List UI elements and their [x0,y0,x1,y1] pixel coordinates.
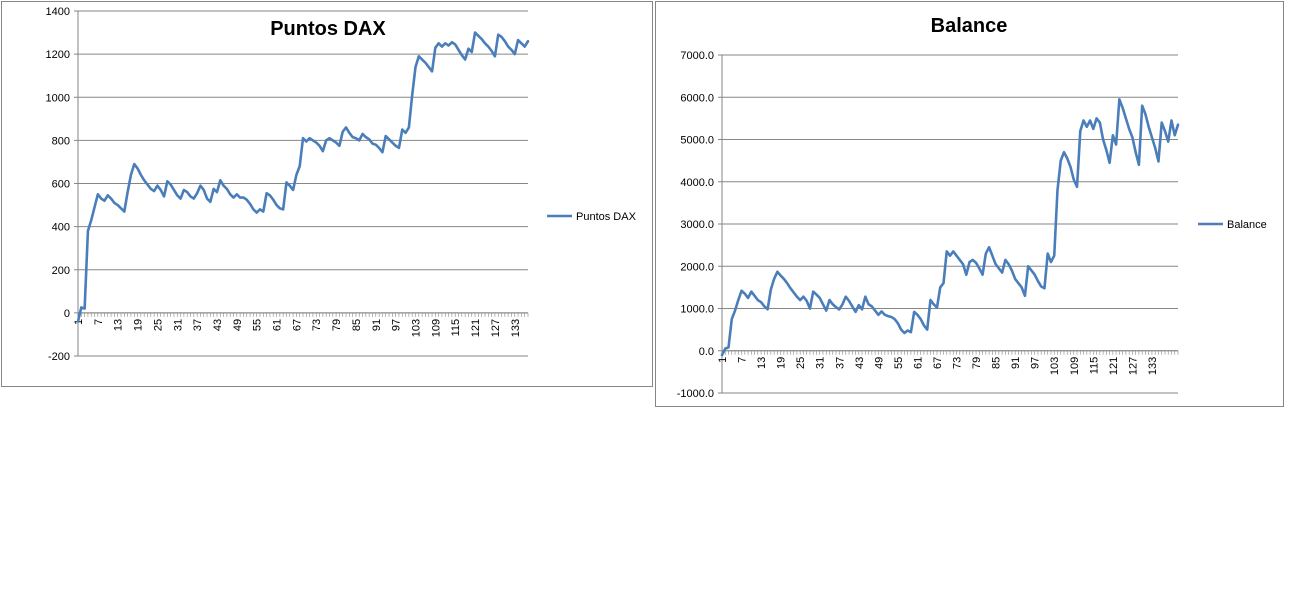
chart-2-y-tick-label: 2000.0 [680,261,714,273]
chart-1-y-tick-label: 400 [52,222,70,234]
chart-1-x-tick-label: 133 [510,319,522,337]
chart-1-x-tick-label: 37 [192,319,204,331]
chart-2-x-tick-label: 109 [1069,357,1081,375]
chart-1-x-tick-label: 109 [430,319,442,337]
chart-1-x-tick-label: 31 [172,319,184,331]
chart-1-x-tick-label: 127 [490,319,502,337]
chart-1-y-tick-label: 0 [64,308,70,320]
chart-2-x-tick-label: 37 [834,357,846,369]
chart-1-x-tick-label: 103 [411,319,423,337]
chart-1-x-tick-label: 13 [113,319,125,331]
chart-1-x-tick-label: 7 [93,319,105,325]
chart-2-x-tick-label: 31 [815,357,827,369]
chart-2-x-tick-label: 25 [795,357,807,369]
chart-1-x-tick-label: 91 [371,319,383,331]
chart-1-y-tick-label: 600 [52,179,70,191]
chart-1-y-tick-label: 1400 [46,6,70,18]
chart-2-x-tick-label: 121 [1108,357,1120,375]
chart-1-title: Puntos DAX [270,18,386,40]
chart-2-x-tick-label: 7 [737,357,749,363]
balance-chart: Balance -1000.0 0.0 1000.0 2000.0 3000.0 4000.… [655,1,1284,407]
chart-1-y-tick-label: -200 [48,351,70,363]
chart-2-x-tick-label: 43 [854,357,866,369]
chart-1-x-tick-label: 73 [311,319,323,331]
chart-1-x-tick-label: 49 [232,319,244,331]
chart-2-y-tick-label: 0.0 [699,346,714,358]
chart-1-x-tick-label: 19 [133,319,145,331]
puntos-dax-plot: Puntos DAX -200 0 200 400 600 800 1000 1200 1400 1… [46,6,637,363]
chart-2-x-tick-label: 55 [893,357,905,369]
chart-1-x-tick-label: 25 [152,319,164,331]
chart-2-x-tick-label: 13 [756,357,768,369]
chart-1-x-tick-label: 115 [450,319,462,337]
chart-2-x-tick-label: 79 [971,357,983,369]
chart-2-y-tick-label: 4000.0 [680,177,714,189]
chart-2-y-tick-label: -1000.0 [677,388,714,400]
chart-2-x-tick-label: 115 [1088,357,1100,375]
chart-2-y-tick-label: 6000.0 [680,92,714,104]
chart-1-y-tick-label: 200 [52,265,70,277]
chart-2-x-tick-label: 91 [1010,357,1022,369]
chart-2-x-tick-label: 49 [873,357,885,369]
chart-1-y-tick-label: 1200 [46,49,70,61]
chart-1-y-tick-label: 1000 [46,92,70,104]
chart-1-x-tick-label: 61 [272,319,284,331]
chart-1-series-line [76,31,530,323]
chart-2-y-tick-label: 3000.0 [680,219,714,231]
chart-2-y-tick-label: 1000.0 [680,304,714,316]
chart-1-x-tick-label: 79 [331,319,343,331]
chart-1-x-tick-label: 97 [391,319,403,331]
chart-2-x-tick-label: 85 [991,357,1003,369]
chart-2-x-tick-label: 19 [776,357,788,369]
chart-1-x-tick-label: 85 [351,319,363,331]
chart-1-x-tick-label: 43 [212,319,224,331]
balance-plot: Balance -1000.0 0.0 1000.0 2000.0 3000.0 4000.… [677,15,1267,400]
chart-2-y-tick-label: 5000.0 [680,135,714,147]
chart-1-x-tick-label: 121 [470,319,482,337]
chart-2-x-tick-label: 1 [717,357,729,363]
chart-1-y-tick-label: 800 [52,135,70,147]
chart-2-y-tick-label: 7000.0 [680,50,714,62]
chart-2-title: Balance [931,15,1008,37]
chart-2-x-tick-label: 103 [1049,357,1061,375]
chart-2-x-tick-label: 73 [952,357,964,369]
puntos-dax-chart: Puntos DAX -200 0 200 400 600 800 1000 1200 1400 1… [1,1,653,387]
chart-2-x-tick-label: 97 [1030,357,1042,369]
chart-1-x-tick-label: 67 [291,319,303,331]
chart-2-legend-label: Balance [1227,219,1267,231]
chart-2-series-line [720,98,1180,357]
chart-1-x-tick-label: 55 [252,319,264,331]
chart-2-x-tick-label: 61 [912,357,924,369]
chart-2-x-tick-label: 67 [932,357,944,369]
chart-2-x-tick-label: 127 [1127,357,1139,375]
chart-2-x-tick-label: 133 [1147,357,1159,375]
chart-1-legend-label: Puntos DAX [576,211,637,223]
